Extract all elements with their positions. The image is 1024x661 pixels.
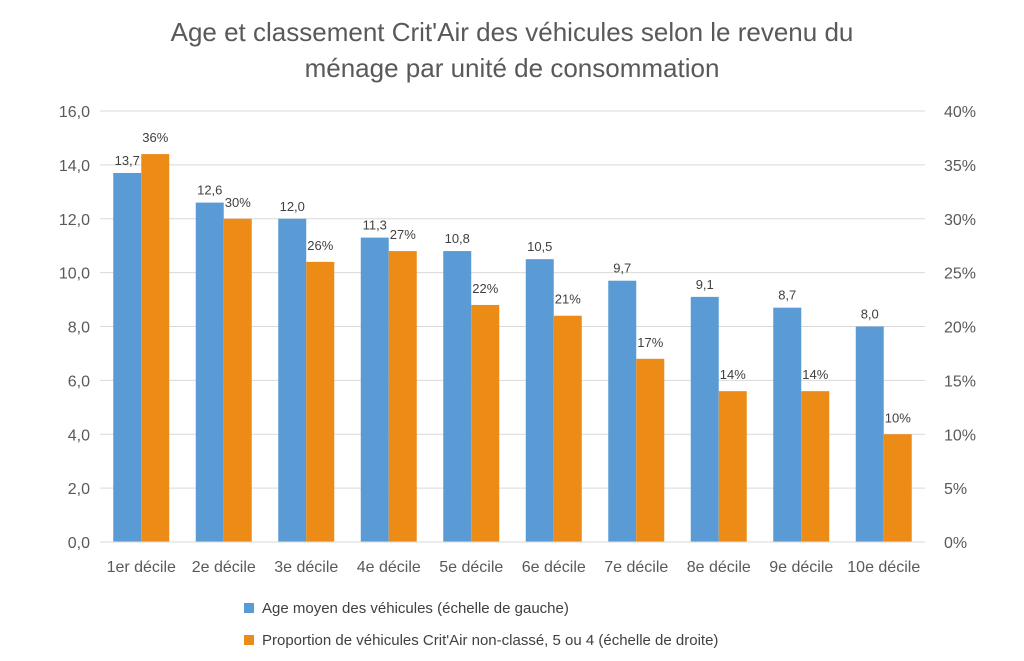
data-label-age: 10,5	[527, 239, 552, 254]
bar-proportion	[801, 391, 830, 542]
bar-age	[525, 259, 554, 542]
data-label-age: 11,3	[363, 218, 387, 233]
bar-age	[278, 218, 307, 542]
y-left-tick-label: 12,0	[59, 212, 90, 229]
y-left-tick-label: 16,0	[59, 104, 90, 121]
data-label-age: 8,0	[861, 307, 879, 322]
bar-age	[855, 326, 884, 542]
y-left-tick-label: 4,0	[68, 427, 90, 444]
x-tick-label: 7e décile	[604, 559, 668, 576]
y-right-tick-label: 0%	[944, 535, 967, 552]
bar-age	[608, 280, 637, 542]
bar-proportion	[141, 154, 170, 542]
data-label-age: 10,8	[445, 231, 470, 246]
legend-label-age: Age moyen des véhicules (échelle de gauc…	[262, 599, 569, 617]
bar-proportion	[306, 261, 335, 542]
data-label-proportion: 27%	[390, 227, 416, 242]
data-label-proportion: 36%	[142, 130, 168, 145]
x-tick-label: 2e décile	[192, 559, 256, 576]
bar-proportion	[553, 315, 582, 542]
bar-proportion	[718, 391, 747, 542]
y-left-tick-label: 8,0	[68, 320, 90, 337]
chart-title-line-1: Age et classement Crit'Air des véhicules…	[170, 17, 854, 47]
bar-age	[113, 172, 142, 543]
legend-item-age: Age moyen des véhicules (échelle de gauc…	[244, 597, 718, 619]
data-label-age: 9,7	[613, 261, 631, 276]
data-label-age: 9,1	[696, 277, 714, 292]
x-tick-label: 4e décile	[357, 559, 421, 576]
x-tick-label: 3e décile	[274, 559, 338, 576]
y-right-tick-label: 5%	[944, 481, 967, 498]
data-label-age: 8,7	[778, 288, 796, 303]
bar-chart: 0,0 0% 2,0 5% 4,0 10% 6,0 15% 8,0 20% 10,0 25% 12,0 3…	[59, 104, 976, 576]
bar-proportion	[471, 304, 500, 542]
y-right-tick-label: 40%	[944, 104, 976, 121]
legend-swatch-proportion	[244, 635, 254, 645]
legend: Age moyen des véhicules (échelle de gauc…	[244, 597, 718, 661]
y-left-tick-label: 2,0	[68, 481, 90, 498]
bar-proportion	[388, 251, 417, 542]
bar-age	[195, 202, 224, 542]
x-tick-label: 9e décile	[769, 559, 833, 576]
y-right-tick-label: 20%	[944, 320, 976, 337]
y-left-tick-label: 10,0	[59, 266, 90, 283]
x-tick-label: 5e décile	[439, 559, 503, 576]
bar-age	[773, 307, 802, 542]
bar-age	[690, 296, 719, 542]
bar-proportion	[636, 358, 665, 542]
bar-age	[443, 251, 472, 542]
y-right-tick-label: 30%	[944, 212, 976, 229]
data-label-proportion: 30%	[225, 195, 251, 210]
data-label-proportion: 21%	[555, 292, 581, 307]
data-label-age: 13,7	[115, 153, 140, 168]
data-label-age: 12,6	[197, 183, 222, 198]
bar-age	[360, 237, 389, 542]
data-label-proportion: 14%	[720, 367, 746, 382]
y-left-tick-label: 6,0	[68, 373, 90, 390]
y-right-tick-label: 15%	[944, 373, 976, 390]
y-right-tick-label: 35%	[944, 158, 976, 175]
y-right-tick-label: 25%	[944, 266, 976, 283]
data-label-age: 12,0	[280, 199, 305, 214]
x-tick-label: 8e décile	[687, 559, 751, 576]
legend-swatch-age	[244, 603, 254, 613]
chart-title-line-2: ménage par unité de consommation	[304, 53, 720, 83]
x-tick-label: 6e décile	[522, 559, 586, 576]
bar-proportion	[223, 218, 252, 542]
data-label-proportion: 22%	[472, 281, 498, 296]
y-left-tick-label: 0,0	[68, 535, 90, 552]
data-label-proportion: 17%	[637, 335, 663, 350]
x-tick-label: 10e décile	[847, 559, 920, 576]
x-tick-label: 1er décile	[107, 559, 176, 576]
legend-item-proportion: Proportion de véhicules Crit'Air non-cla…	[244, 629, 718, 651]
chart-title: Age et classement Crit'Air des véhicules…	[0, 14, 1024, 86]
y-right-tick-label: 10%	[944, 427, 976, 444]
data-label-proportion: 10%	[885, 410, 911, 425]
legend-label-proportion: Proportion de véhicules Crit'Air non-cla…	[262, 631, 719, 649]
bar-proportion	[883, 434, 912, 542]
data-label-proportion: 14%	[802, 367, 828, 382]
data-label-proportion: 26%	[307, 238, 333, 253]
y-left-tick-label: 14,0	[59, 158, 90, 175]
